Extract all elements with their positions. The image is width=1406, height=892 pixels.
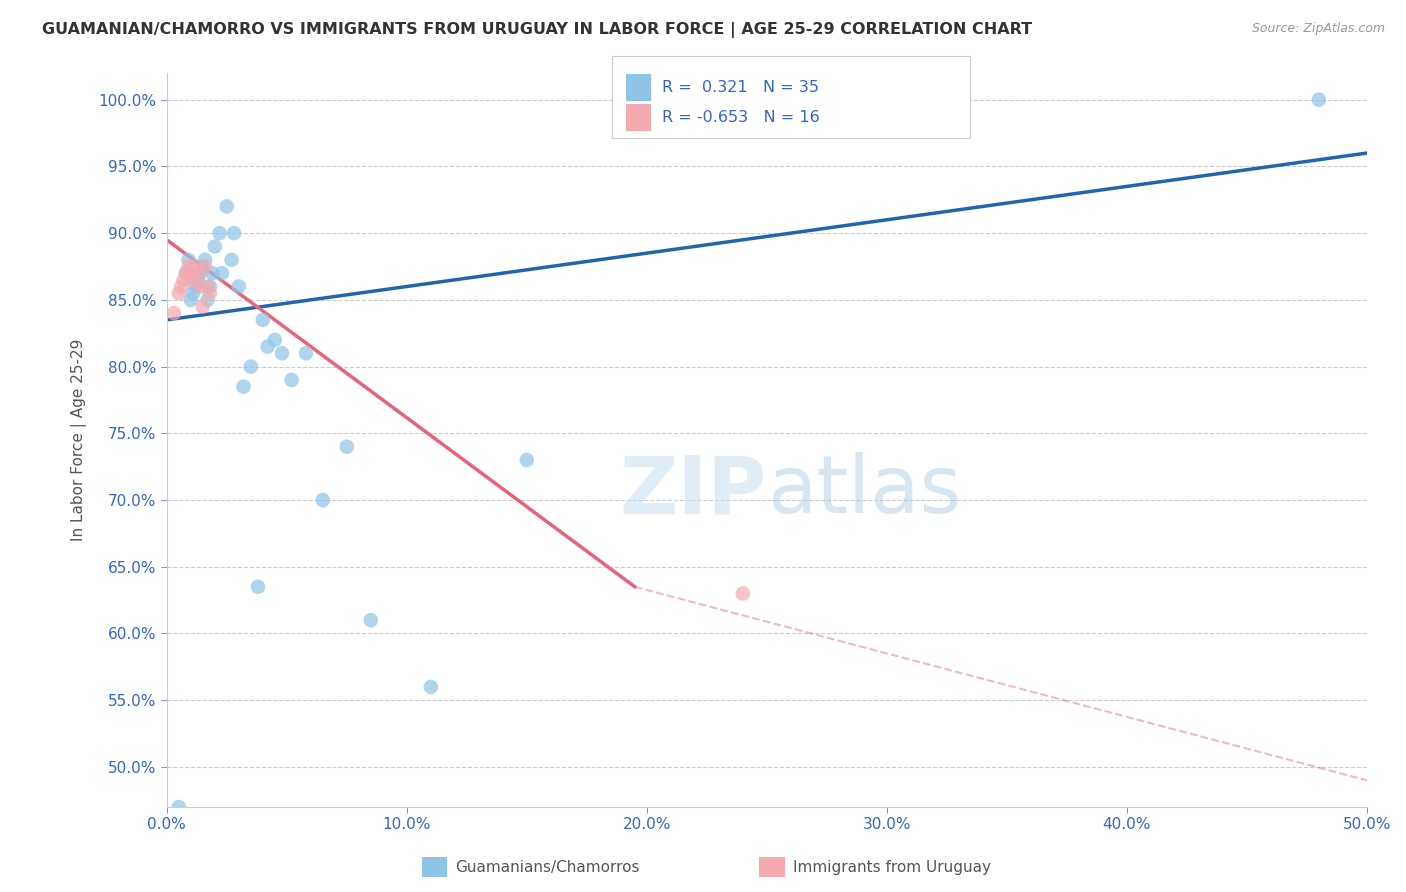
Point: [174, 266, 197, 280]
Point: [180, 266, 202, 280]
Text: R = -0.653   N = 16: R = -0.653 N = 16: [662, 111, 820, 125]
Point: [191, 300, 214, 314]
Point: [190, 279, 212, 293]
Point: [228, 279, 250, 293]
Point: [1308, 93, 1330, 107]
Point: [204, 239, 226, 253]
Point: [191, 260, 214, 274]
Point: [201, 266, 224, 280]
Text: atlas: atlas: [766, 452, 962, 531]
Point: [232, 379, 254, 393]
Point: [177, 252, 200, 267]
Point: [174, 266, 197, 280]
Point: [312, 493, 335, 508]
Y-axis label: In Labor Force | Age 25-29: In Labor Force | Age 25-29: [72, 339, 87, 541]
Point: [197, 293, 219, 307]
Text: GUAMANIAN/CHAMORRO VS IMMIGRANTS FROM URUGUAY IN LABOR FORCE | AGE 25-29 CORRELA: GUAMANIAN/CHAMORRO VS IMMIGRANTS FROM UR…: [42, 22, 1032, 38]
Point: [252, 313, 274, 327]
Point: [173, 273, 195, 287]
Point: [208, 226, 231, 240]
Text: Source: ZipAtlas.com: Source: ZipAtlas.com: [1251, 22, 1385, 36]
Point: [194, 260, 217, 274]
Text: ZIP: ZIP: [620, 452, 766, 531]
Point: [194, 252, 217, 267]
Point: [187, 273, 209, 287]
Point: [198, 279, 221, 293]
Text: Immigrants from Uruguay: Immigrants from Uruguay: [793, 860, 991, 874]
Point: [181, 286, 204, 301]
Point: [167, 286, 190, 301]
Point: [239, 359, 262, 374]
Point: [197, 279, 219, 293]
Point: [190, 266, 212, 280]
Point: [163, 306, 186, 320]
Point: [221, 252, 243, 267]
Point: [271, 346, 294, 360]
Point: [731, 586, 754, 600]
Point: [336, 440, 359, 454]
Point: [170, 279, 193, 293]
Point: [177, 260, 200, 274]
Point: [516, 453, 538, 467]
Point: [211, 266, 233, 280]
Point: [180, 293, 202, 307]
Point: [246, 580, 269, 594]
Point: [187, 266, 209, 280]
Point: [184, 260, 207, 274]
Point: [419, 680, 441, 694]
Point: [222, 226, 245, 240]
Text: Guamanians/Chamorros: Guamanians/Chamorros: [456, 860, 640, 874]
Point: [256, 340, 278, 354]
Point: [295, 346, 318, 360]
Point: [360, 613, 382, 627]
Point: [215, 199, 238, 213]
Point: [263, 333, 285, 347]
Point: [280, 373, 302, 387]
Point: [167, 800, 190, 814]
Point: [181, 273, 204, 287]
Point: [198, 286, 221, 301]
Point: [184, 279, 207, 293]
Text: R =  0.321   N = 35: R = 0.321 N = 35: [662, 80, 820, 95]
